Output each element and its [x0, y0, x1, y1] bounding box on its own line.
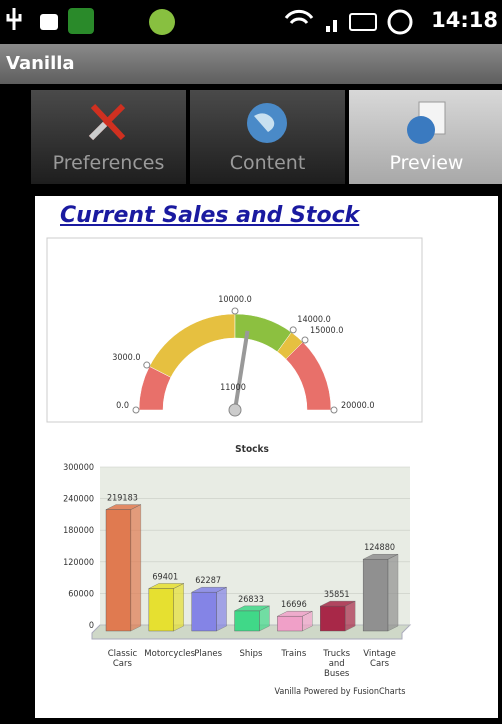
tab-label: Preview: [389, 152, 464, 174]
x-tick-label: Trains: [281, 649, 307, 659]
bar-top: [105, 504, 141, 510]
y-tick-label: 240000: [63, 495, 94, 505]
usb-icon: [6, 8, 22, 30]
bar-top: [191, 586, 227, 593]
value-label: 62287: [195, 576, 221, 586]
y-tick-label: 120000: [63, 558, 94, 568]
tab[interactable]: Preview: [349, 90, 502, 184]
bar-side: [130, 504, 142, 632]
status-icons: [6, 8, 175, 35]
gauge-tick-label: 15000.0: [310, 326, 343, 336]
bar-top: [277, 611, 313, 617]
bar: [105, 504, 142, 632]
footer: Vanilla Powered by FusionCharts: [275, 687, 406, 697]
battery-icon: [349, 13, 377, 31]
chart-title: Stocks: [235, 444, 269, 455]
app-title: Vanilla: [6, 53, 75, 74]
wifi-app-icon: [68, 8, 94, 34]
y-tick-label: 300000: [63, 463, 94, 473]
value-label: 26833: [238, 595, 264, 605]
gauge-tick: [301, 336, 309, 344]
tab[interactable]: Content: [190, 90, 345, 184]
alarm-icon: [387, 9, 413, 35]
bar-top: [234, 605, 270, 612]
x-tick-label: Trucks and Buses: [323, 649, 351, 679]
gauge-tick-label: 20000.0: [341, 401, 374, 411]
tab-icon: [247, 103, 287, 143]
bar-front: [105, 509, 132, 632]
status-right-icons: [284, 9, 413, 35]
bar-top: [320, 600, 356, 607]
bar: [234, 605, 270, 632]
gauge-pivot: [228, 403, 242, 417]
wifi-icon: [284, 9, 314, 25]
app-bar: Vanilla: [0, 44, 502, 84]
bar: [362, 553, 399, 632]
value-label: 219183: [107, 494, 138, 504]
bar-side: [387, 553, 399, 632]
bar-side: [173, 583, 184, 632]
value-label: 35851: [324, 590, 350, 600]
content-title: Current Sales and Stock: [60, 203, 360, 228]
bar-front: [234, 610, 260, 632]
signal-icon: [333, 20, 337, 32]
bar-front: [191, 591, 217, 632]
gauge-tick-label: 3000.0: [112, 353, 140, 363]
bar: [320, 600, 356, 632]
y-tick-label: 0: [89, 621, 94, 631]
status-bar: 14:18: [0, 0, 502, 44]
x-tick-label: Motorcycles: [144, 649, 196, 659]
bar-front: [148, 588, 174, 632]
x-tick-label: Planes: [194, 649, 223, 659]
bar: [148, 583, 184, 632]
gauge-tick: [132, 406, 140, 414]
tab-label: Preferences: [52, 152, 165, 174]
notification-icon: [149, 9, 175, 35]
tab-label: Content: [229, 152, 306, 174]
gauge-tick-label: 14000.0: [297, 315, 330, 325]
clock: 14:18: [431, 8, 498, 32]
gauge-tick: [231, 307, 239, 315]
tab-icon: [407, 101, 446, 144]
bar-side: [216, 586, 227, 632]
gauge-tick-label: 0.0: [116, 401, 129, 411]
bar-front: [320, 605, 346, 632]
bar-side: [344, 600, 356, 632]
value-label: 69401: [152, 572, 178, 582]
gauge-tick: [330, 406, 338, 414]
gauge-needle: [233, 330, 250, 411]
gauge-tick: [289, 326, 297, 334]
y-tick-label: 60000: [68, 589, 94, 599]
x-tick-label: Classic Cars: [107, 649, 138, 669]
bar: [191, 586, 227, 632]
bar-front: [362, 559, 389, 632]
signal-icon: [326, 26, 330, 32]
android-icon: [40, 14, 58, 30]
x-tick-label: Ships: [239, 649, 263, 659]
tab[interactable]: Preferences: [31, 90, 186, 184]
gauge-tick: [143, 361, 151, 369]
tab-icon: [88, 103, 126, 141]
x-tick-label: Vintage Cars: [363, 649, 396, 669]
value-label: 16696: [281, 600, 307, 610]
y-tick-label: 180000: [63, 526, 94, 536]
bar-front: [277, 616, 303, 632]
bar-top: [363, 554, 399, 560]
bar: [277, 610, 313, 632]
gauge-tick-label: 10000.0: [218, 295, 251, 305]
gauge-value-label: 11000: [220, 383, 246, 393]
value-label: 124880: [364, 543, 395, 553]
bar-top: [148, 583, 184, 589]
